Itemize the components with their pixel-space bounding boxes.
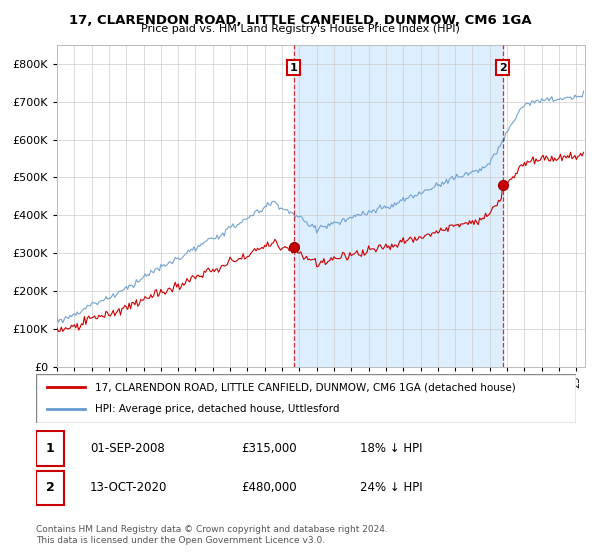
Text: 17, CLARENDON ROAD, LITTLE CANFIELD, DUNMOW, CM6 1GA: 17, CLARENDON ROAD, LITTLE CANFIELD, DUN… bbox=[68, 14, 532, 27]
Text: 2: 2 bbox=[46, 481, 55, 494]
Text: 01-SEP-2008: 01-SEP-2008 bbox=[90, 442, 165, 455]
Text: 13-OCT-2020: 13-OCT-2020 bbox=[90, 481, 167, 494]
Text: 18% ↓ HPI: 18% ↓ HPI bbox=[360, 442, 422, 455]
Text: 17, CLARENDON ROAD, LITTLE CANFIELD, DUNMOW, CM6 1GA (detached house): 17, CLARENDON ROAD, LITTLE CANFIELD, DUN… bbox=[95, 382, 516, 393]
Text: 1: 1 bbox=[46, 442, 55, 455]
Text: HPI: Average price, detached house, Uttlesford: HPI: Average price, detached house, Uttl… bbox=[95, 404, 340, 414]
Text: £480,000: £480,000 bbox=[241, 481, 297, 494]
Text: 2: 2 bbox=[499, 63, 506, 73]
Text: £315,000: £315,000 bbox=[241, 442, 297, 455]
Text: 1: 1 bbox=[290, 63, 298, 73]
FancyBboxPatch shape bbox=[36, 470, 64, 505]
Text: Contains HM Land Registry data © Crown copyright and database right 2024.
This d: Contains HM Land Registry data © Crown c… bbox=[36, 525, 388, 545]
FancyBboxPatch shape bbox=[36, 374, 576, 423]
Text: 24% ↓ HPI: 24% ↓ HPI bbox=[360, 481, 422, 494]
Text: Price paid vs. HM Land Registry's House Price Index (HPI): Price paid vs. HM Land Registry's House … bbox=[140, 24, 460, 34]
FancyBboxPatch shape bbox=[36, 431, 64, 466]
Bar bbox=[293, 45, 503, 367]
